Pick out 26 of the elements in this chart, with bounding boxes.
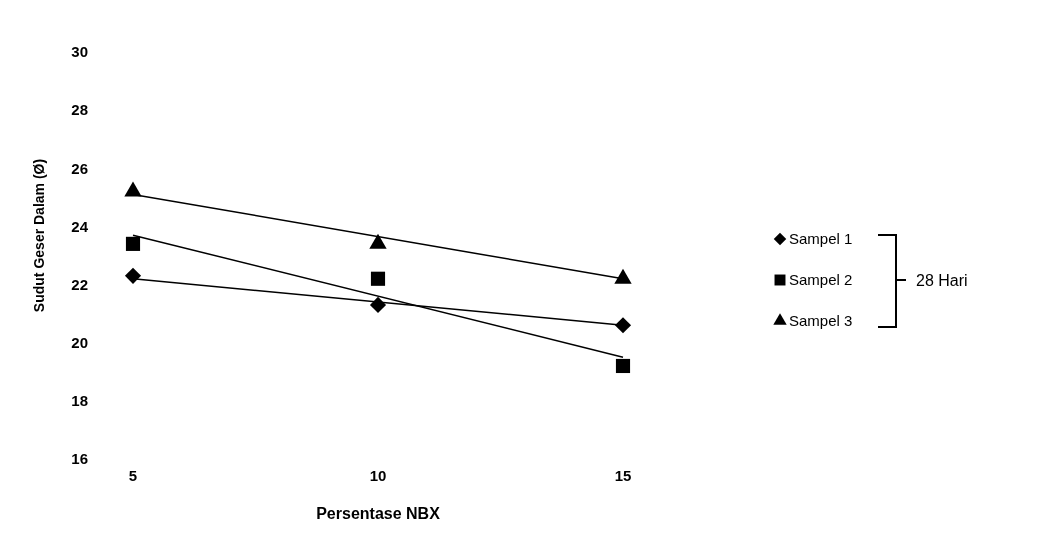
legend-label: Sampel 2 [789, 271, 853, 289]
y-tick-label: 28 [71, 101, 88, 119]
point [369, 296, 387, 313]
point [124, 181, 142, 197]
legend-label: Sampel 1 [789, 230, 853, 248]
x-axis-title: Persentase NBX [316, 505, 441, 522]
point [124, 267, 142, 284]
y-tick-label: 24 [71, 217, 89, 235]
y-tick-label: 22 [71, 275, 88, 293]
point [369, 233, 387, 249]
y-tick-label: 20 [71, 333, 88, 351]
y-tick-label: 16 [71, 450, 88, 468]
point [614, 317, 632, 334]
x-tick-label: 15 [614, 467, 632, 484]
x-tick-label: 10 [369, 467, 387, 484]
text: 28 Hari [916, 271, 968, 289]
x-tick-label: 5 [128, 467, 138, 484]
point [370, 271, 386, 286]
y-axis-title: Sudut Geser Dalam (Ø) [31, 158, 47, 313]
point [614, 268, 632, 284]
point [615, 358, 631, 374]
legend-label: Sampel 3 [789, 312, 853, 330]
point [125, 236, 141, 251]
y-tick-label: 30 [71, 43, 88, 61]
y-tick-label: 18 [71, 392, 88, 410]
y-tick-label: 26 [71, 159, 88, 177]
